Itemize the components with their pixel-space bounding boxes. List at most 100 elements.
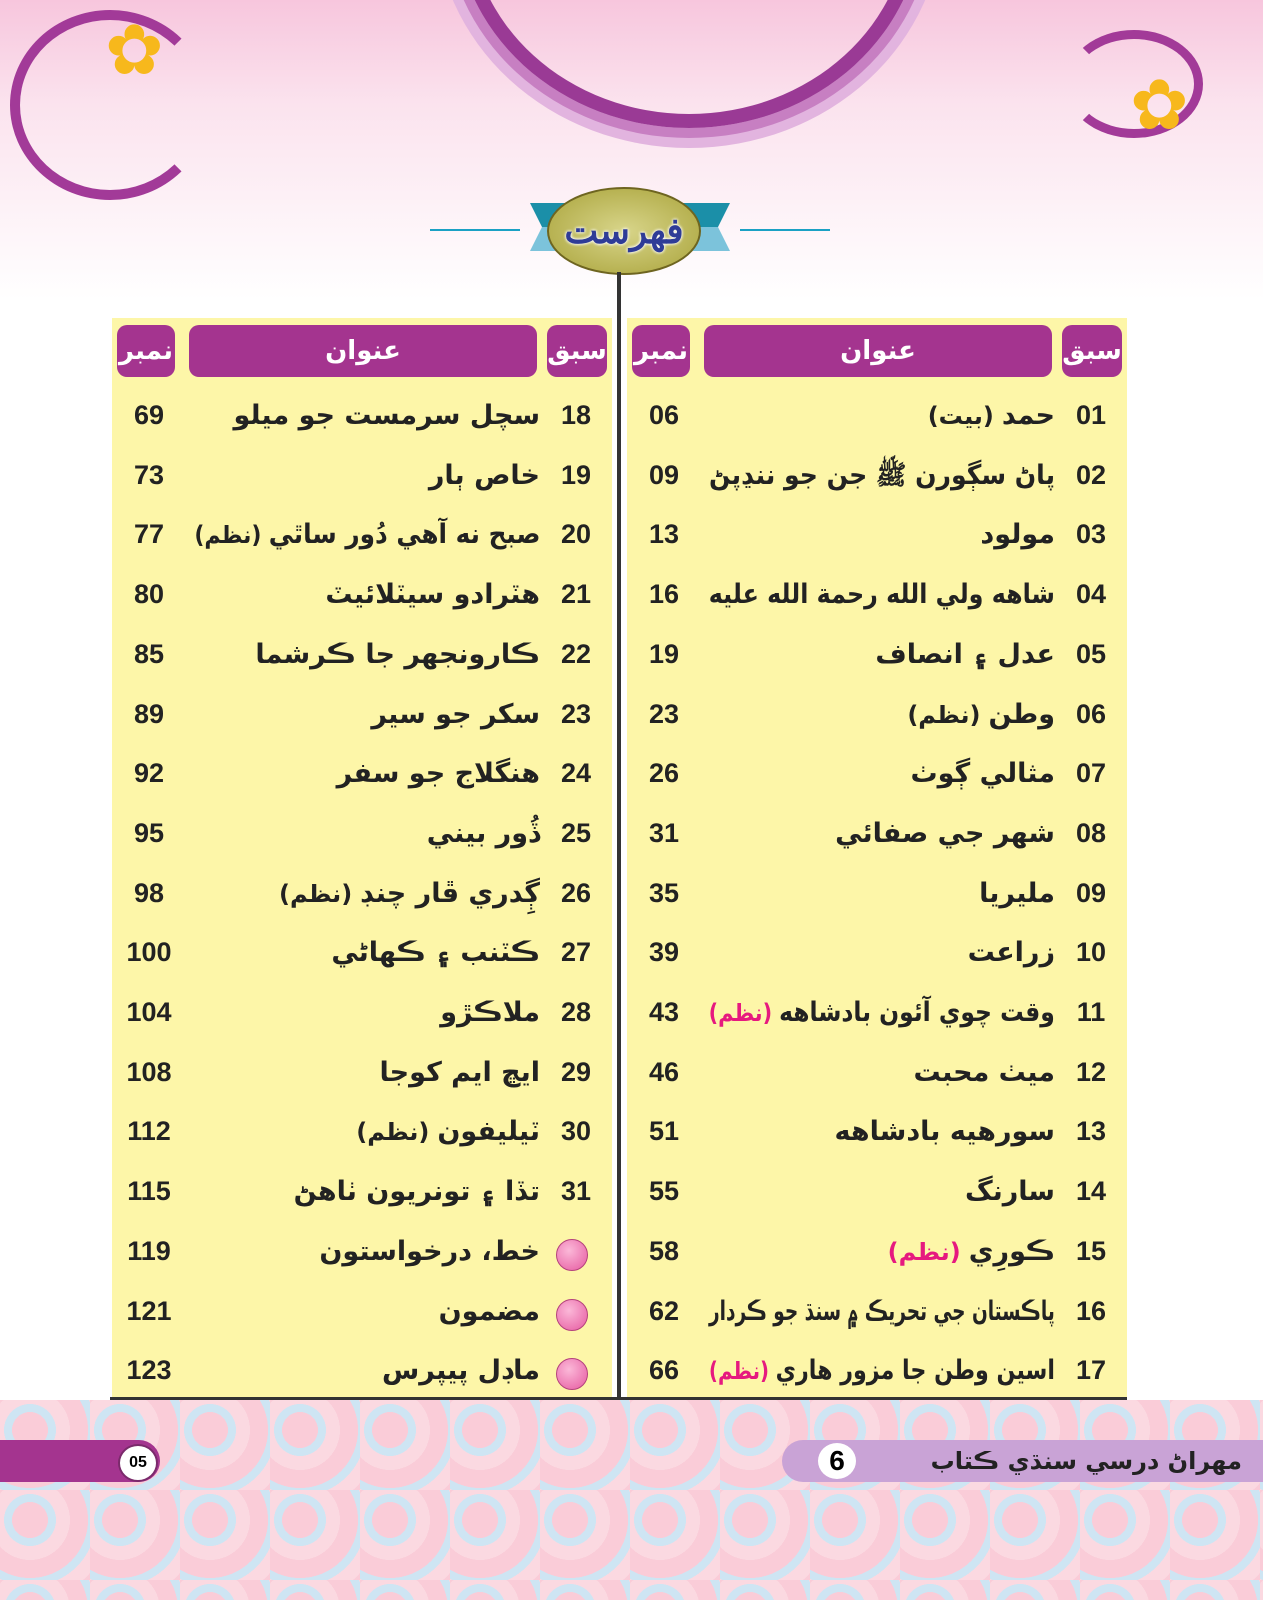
- lesson-title-cell: ٽيليفون(نظم): [190, 1112, 540, 1156]
- lesson-title: ٽيليفون: [437, 1116, 540, 1148]
- lesson-number: 20: [560, 519, 592, 550]
- toc-row[interactable]: 07 مثالي ڳوٺ 26: [627, 746, 1127, 804]
- lesson-title-line: زراعت: [968, 933, 1055, 973]
- toc-row[interactable]: 20 صبح نه آهي دُور ساٿي(نظم) 77: [112, 507, 612, 565]
- lesson-title: ماڊل پيپرس: [382, 1355, 540, 1387]
- toc-row[interactable]: 26 ڳِدري ڦار چنڊ(نظم) 98: [112, 866, 612, 924]
- page-number: 05: [118, 1444, 158, 1482]
- toc-row[interactable]: 08 شهر جي صفائي 31: [627, 806, 1127, 864]
- lesson-title-cell: صبح نه آهي دُور ساٿي(نظم): [190, 515, 540, 559]
- lesson-title-cell: مولود: [705, 515, 1055, 559]
- lesson-title-line: ڪارونجهر جا ڪرشما: [255, 635, 540, 675]
- lesson-number: 07: [1075, 758, 1107, 789]
- toc-row[interactable]: 29 ايڇ ايم کوجا 108: [112, 1045, 612, 1103]
- lesson-title-line: ڳِدري ڦار چنڊ(نظم): [279, 874, 540, 914]
- lesson-title-cell: زراعت: [705, 933, 1055, 977]
- toc-row[interactable]: 17 اسين وطن جا مزور هاري(نظم) 66: [627, 1343, 1127, 1401]
- lesson-title: ڏُور بيني: [426, 817, 540, 849]
- page-ref: 31: [648, 817, 680, 848]
- lesson-note: (نظم): [193, 521, 261, 550]
- lesson-title-cell: مثالي ڳوٺ: [705, 754, 1056, 798]
- lesson-title-line: مولود: [980, 515, 1055, 555]
- toc-row[interactable]: 28 ملاڪڙو 104: [112, 985, 612, 1043]
- toc-row[interactable]: ماڊل پيپرس 123: [112, 1343, 612, 1401]
- lesson-title: ايڇ ايم کوجا: [379, 1056, 540, 1088]
- toc-row[interactable]: 15 ڪورِي(نظم) 58: [627, 1224, 1127, 1282]
- lesson-title: ملاڪڙو: [440, 997, 540, 1028]
- header-title: عنوان: [704, 325, 1052, 377]
- toc-row[interactable]: 23 سکر جو سير 89: [112, 687, 612, 745]
- lesson-title-cell: پاڪستان جي تحريڪ ۾ سنڌ جو ڪردار: [705, 1292, 1055, 1336]
- lesson-number: 10: [1075, 937, 1107, 968]
- lesson-title-cell: اسين وطن جا مزور هاري(نظم): [705, 1351, 1055, 1395]
- lesson-title-cell: خاص ٻار: [190, 456, 540, 500]
- lesson-title: ڪورِي: [968, 1235, 1055, 1267]
- page-ref: 09: [648, 459, 680, 490]
- lesson-number: 16: [1075, 1295, 1107, 1326]
- lesson-note: (نظم): [907, 700, 981, 729]
- toc-row[interactable]: 06 وطن(نظم) 23: [627, 687, 1127, 745]
- lesson-number: 28: [560, 997, 592, 1027]
- toc-row[interactable]: 14 سارنگ 55: [627, 1164, 1127, 1222]
- lesson-number: 26: [560, 877, 592, 908]
- title-oval: فهرست: [547, 187, 701, 275]
- lesson-title-cell: هٽرادو سيٽلائيٽ: [190, 575, 540, 619]
- lesson-title: سارنگ: [964, 1176, 1055, 1208]
- lesson-title-line: وطن(نظم): [907, 695, 1055, 735]
- page-ref: 98: [133, 877, 165, 908]
- toc-row[interactable]: 18 سچل سرمست جو ميلو 69: [112, 388, 612, 446]
- page-ref: 51: [648, 1116, 680, 1147]
- toc-row[interactable]: 16 پاڪستان جي تحريڪ ۾ سنڌ جو ڪردار 62: [627, 1284, 1127, 1342]
- page-ref: 121: [126, 1295, 172, 1326]
- toc-row[interactable]: 05 عدل ۽ انصاف 19: [627, 627, 1127, 685]
- lesson-number: 27: [560, 937, 592, 968]
- toc-row[interactable]: 10 زراعت 39: [627, 925, 1127, 983]
- lesson-title-cell: سارنگ: [705, 1172, 1055, 1216]
- toc-row[interactable]: 09 مليريا 35: [627, 866, 1127, 924]
- toc-table-left: سبق عنوان نمبر 18 سچل سرمست جو ميلو 69 19 خا…: [112, 318, 612, 1398]
- toc-row[interactable]: 03 مولود 13: [627, 507, 1127, 565]
- lesson-title-line: شهر جي صفائي: [835, 814, 1055, 854]
- lesson-title-line: ملاڪڙو: [440, 993, 540, 1033]
- toc-row[interactable]: 21 هٽرادو سيٽلائيٽ 80: [112, 567, 612, 625]
- toc-row[interactable]: 04 شاهه ولي الله رحمة الله عليه 16: [627, 567, 1127, 625]
- lesson-title: عدل ۽ انصاف: [875, 638, 1055, 670]
- toc-row[interactable]: 12 ميٺ محبت 46: [627, 1045, 1127, 1103]
- page-ref: 95: [133, 817, 165, 848]
- page-ref: 115: [127, 1176, 171, 1207]
- toc-row[interactable]: 22 ڪارونجهر جا ڪرشما 85: [112, 627, 612, 685]
- title-banner: فهرست: [380, 185, 880, 275]
- toc-row[interactable]: 31 تڏا ۽ تونريون ٺاهڻ 115: [112, 1164, 612, 1222]
- toc-row[interactable]: 24 هنگلاج جو سفر 92: [112, 746, 612, 804]
- lesson-title: شهر جي صفائي: [835, 817, 1055, 849]
- page-title: فهرست: [564, 210, 684, 252]
- lesson-title-line: وقت چوي آئون بادشاهه(نظم): [709, 993, 1055, 1033]
- toc-row[interactable]: 13 سورهيه بادشاهه 51: [627, 1104, 1127, 1162]
- lesson-title-cell: ڪورِي(نظم): [705, 1232, 1055, 1276]
- page-ref: 13: [648, 519, 680, 550]
- lesson-title: پاڪستان جي تحريڪ ۾ سنڌ جو ڪردار: [709, 1295, 1055, 1327]
- lesson-note: (نظم): [279, 879, 353, 908]
- toc-row[interactable]: 30 ٽيليفون(نظم) 112: [112, 1104, 612, 1162]
- page-ref: 06: [648, 400, 680, 430]
- toc-row[interactable]: مضمون 121: [112, 1284, 612, 1342]
- lesson-title: مليريا: [979, 877, 1055, 909]
- lesson-note: (نظم): [356, 1118, 430, 1147]
- lesson-number: 14: [1075, 1176, 1107, 1207]
- lesson-number: 08: [1075, 817, 1107, 848]
- lesson-title: سکر جو سير: [371, 698, 540, 730]
- lesson-number: 30: [560, 1116, 592, 1147]
- page-ref: 55: [648, 1176, 680, 1207]
- lesson-title-cell: خط، درخواستون: [190, 1232, 540, 1276]
- toc-row[interactable]: 27 ڪٽنب ۽ ڪهاڻي 100: [112, 925, 612, 983]
- toc-row[interactable]: خط، درخواستون 119: [112, 1224, 612, 1282]
- lesson-title-cell: شهر جي صفائي: [705, 814, 1055, 858]
- toc-row[interactable]: 25 ڏُور بيني 95: [112, 806, 612, 864]
- toc-row[interactable]: 19 خاص ٻار 73: [112, 448, 612, 506]
- toc-row[interactable]: 01 حمد(بيت) 06: [627, 388, 1127, 446]
- lesson-title-line: ڪٽنب ۽ ڪهاڻي: [331, 933, 540, 973]
- toc-row[interactable]: 02 پاڻ سڳورن ﷺ جن جو ننڍپڻ 09: [627, 448, 1127, 506]
- lesson-number: 13: [1075, 1116, 1107, 1147]
- lesson-title-cell: سکر جو سير: [190, 695, 540, 739]
- toc-row[interactable]: 11 وقت چوي آئون بادشاهه(نظم) 43: [627, 985, 1127, 1043]
